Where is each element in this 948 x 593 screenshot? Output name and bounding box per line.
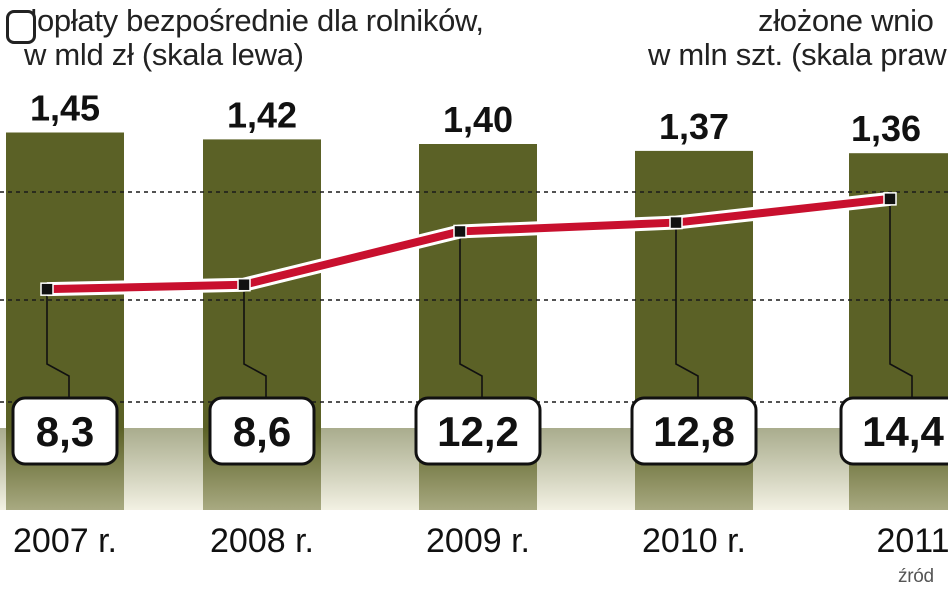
category-label-0: 2007 r.	[13, 522, 117, 560]
bar-label-3: 1,37	[659, 106, 729, 147]
line-marker-0	[40, 282, 54, 296]
line-marker-2	[453, 224, 467, 239]
line-value-box-4	[839, 396, 948, 466]
legend-line-line1: złożone wnio	[758, 3, 934, 38]
leader-3	[675, 222, 699, 398]
line-value-label-1: 8,6	[233, 408, 291, 455]
line-marker-3	[669, 215, 683, 230]
line-value-box-0	[11, 396, 119, 466]
line-marker-4	[883, 192, 897, 206]
legend-bars-swatch	[6, 10, 36, 44]
line-value-label-3: 12,8	[653, 408, 735, 455]
legend-bars: dopłaty bezpośrednie dla rolników, w mld…	[6, 3, 484, 72]
line-value-label-0: 8,3	[36, 408, 94, 455]
line-value-label-4: 14,4	[862, 408, 944, 455]
legend-line-line2: w mln szt. (skala praw	[648, 37, 947, 72]
line-value-box-2	[414, 396, 542, 466]
category-label-1: 2008 r.	[210, 522, 314, 560]
category-label-2: 2009 r.	[426, 522, 530, 560]
leader-1	[243, 284, 267, 398]
legend-bars-line1: dopłaty bezpośrednie dla rolników,	[20, 3, 484, 38]
legend-line: złożone wnio w mln szt. (skala praw	[648, 3, 947, 72]
legend-bars-line2: w mld zł (skala lewa)	[24, 37, 304, 72]
line-value-box-3	[630, 396, 758, 466]
category-label-4: 2011	[876, 522, 948, 560]
category-label-3: 2010 r.	[642, 522, 746, 560]
bar-label-2: 1,40	[443, 99, 513, 140]
leader-4	[889, 198, 913, 398]
bar-label-1: 1,42	[227, 94, 297, 135]
leader-2	[459, 231, 483, 398]
line-value-box-1	[208, 396, 316, 466]
bar-label-0: 1,45	[30, 88, 100, 129]
bar-label-4: 1,36	[851, 108, 921, 149]
source-label: źród	[898, 566, 934, 587]
line-marker-1	[237, 277, 251, 292]
leader-0	[46, 289, 70, 398]
line-value-label-2: 12,2	[437, 408, 519, 455]
